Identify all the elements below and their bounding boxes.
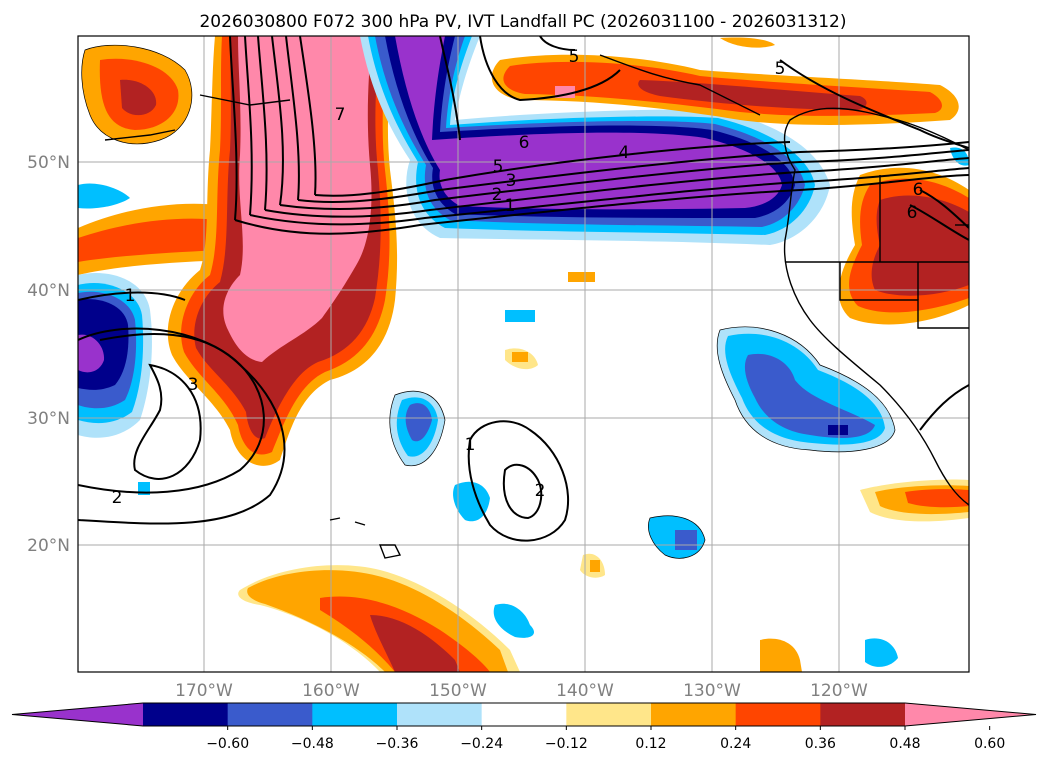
contour-label: 2 — [112, 488, 123, 508]
colorbar-segment — [312, 703, 398, 726]
contour-labels: 5 5 6 4 5 3 2 1 7 6 6 1 3 2 1 2 — [112, 47, 924, 508]
lon-label: 170°W — [175, 681, 233, 701]
lon-label: 120°W — [810, 681, 868, 701]
latitude-labels: 50°N 40°N 30°N 20°N — [27, 153, 70, 556]
colorbar-segment — [481, 703, 567, 726]
colorbar: −0.60 −0.48 −0.36 −0.24 −0.12 0.12 0.24 0.36 0.4… — [11, 702, 1037, 752]
contour-label: 6 — [907, 203, 918, 223]
colorbar-tick-label: 0.36 — [805, 736, 836, 752]
contour-label: 3 — [506, 171, 517, 191]
colorbar-segment — [227, 703, 313, 726]
colorbar-tick-label: 0.60 — [974, 736, 1005, 752]
map-frame — [77, 35, 970, 673]
colorbar-tick-label: 0.12 — [635, 736, 666, 752]
contour-label: 1 — [505, 196, 516, 216]
colorbar-segment — [143, 703, 229, 726]
contour-label: 2 — [535, 481, 546, 501]
contour-label: 4 — [619, 143, 630, 163]
colorbar-segment — [735, 703, 821, 726]
colorbar-tick-label: −0.24 — [460, 736, 503, 752]
lon-label: 160°W — [302, 681, 360, 701]
contour-label: 5 — [569, 47, 580, 67]
contour-label: 6 — [913, 180, 924, 200]
ivt-contours — [78, 36, 969, 542]
contour-label: 1 — [125, 286, 136, 306]
figure-title: 2026030800 F072 300 hPa PV, IVT Landfall… — [199, 12, 846, 32]
lat-label: 20°N — [27, 536, 70, 556]
lat-label: 30°N — [27, 409, 70, 429]
colorbar-tick-label: −0.60 — [206, 736, 249, 752]
colorbar-tick-label: −0.12 — [545, 736, 588, 752]
lon-label: 150°W — [429, 681, 487, 701]
graticule — [78, 36, 969, 672]
longitude-labels: 170°W 160°W 150°W 140°W 130°W 120°W — [175, 681, 868, 701]
colorbar-tick-label: 0.24 — [720, 736, 751, 752]
colorbar-segment — [651, 703, 737, 726]
colorbar-outline — [11, 702, 1037, 727]
lon-label: 140°W — [556, 681, 614, 701]
lat-label: 50°N — [27, 153, 70, 173]
contour-label: 2 — [492, 185, 503, 205]
colorbar-tick-label: −0.36 — [376, 736, 419, 752]
colorbar-segment — [566, 703, 652, 726]
contour-label: 5 — [775, 59, 786, 79]
colorbar-segment — [905, 703, 1036, 726]
colorbar-segment — [397, 703, 483, 726]
contour-edges — [81, 44, 896, 559]
contour-label: 3 — [188, 375, 199, 395]
contour-label: 5 — [493, 157, 504, 177]
colorbar-segment — [12, 703, 143, 726]
contour-label: 6 — [519, 133, 530, 153]
lat-label: 40°N — [27, 281, 70, 301]
colorbar-tick-label: 0.48 — [889, 736, 920, 752]
contour-label: 7 — [335, 105, 346, 125]
colorbar-segment — [820, 703, 906, 726]
lon-label: 130°W — [683, 681, 741, 701]
colorbar-tick-label: −0.48 — [291, 736, 334, 752]
contour-label: 1 — [465, 435, 476, 455]
